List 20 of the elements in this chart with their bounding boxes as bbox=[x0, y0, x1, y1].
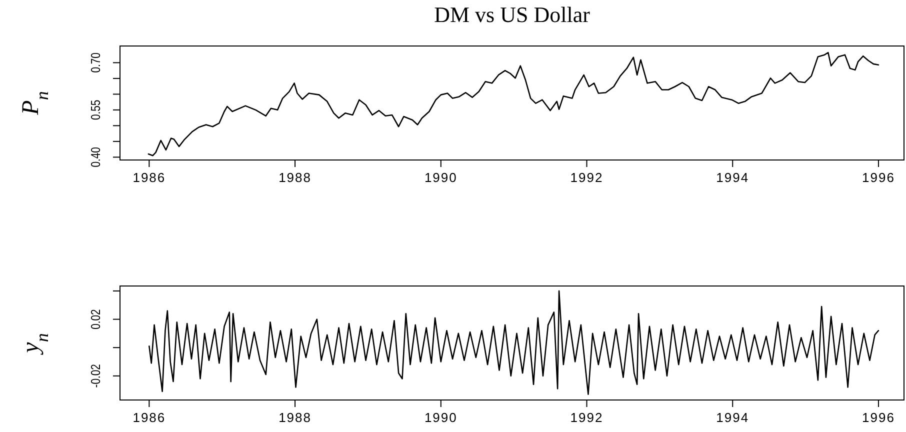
line-series bbox=[148, 52, 880, 156]
x-tick-label: 1994 bbox=[716, 170, 750, 186]
y-tick-label: -0.02 bbox=[88, 364, 104, 388]
x-tick-label: 1996 bbox=[862, 410, 895, 426]
x-tick-label: 1990 bbox=[424, 170, 458, 186]
x-tick-label: 1994 bbox=[716, 410, 750, 426]
x-tick-label: 1988 bbox=[278, 410, 312, 426]
x-tick-label: 1986 bbox=[132, 170, 166, 186]
chart-title: DM vs US Dollar bbox=[434, 2, 591, 27]
y-tick-label: 0.02 bbox=[88, 309, 104, 330]
x-tick-label: 1988 bbox=[278, 170, 312, 186]
x-tick-label: 1996 bbox=[862, 170, 895, 186]
x-tick-label: 1992 bbox=[570, 170, 604, 186]
y-tick-label: 0.40 bbox=[88, 146, 104, 168]
y-tick-label: 0.55 bbox=[88, 99, 104, 120]
y-tick-label: 0.70 bbox=[88, 52, 104, 73]
x-tick-label: 1986 bbox=[132, 410, 166, 426]
x-tick-label: 1992 bbox=[570, 410, 604, 426]
x-tick-label: 1990 bbox=[424, 410, 458, 426]
line-series bbox=[148, 290, 880, 395]
